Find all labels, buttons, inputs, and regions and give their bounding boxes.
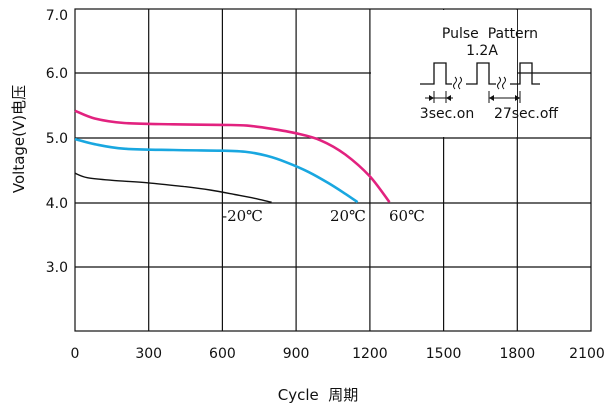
y-tick-label: 4.0 [46, 196, 68, 212]
series-line-0 [74, 172, 272, 203]
pulse-waveform [420, 62, 540, 85]
y-axis-title: Voltage(V)电压 [10, 85, 28, 193]
x-tick-label: 300 [135, 346, 162, 362]
arrowhead-icon [429, 95, 451, 101]
break-mark-icon [453, 76, 462, 90]
y-tick-label: 7.0 [46, 8, 68, 24]
x-tick-label: 2100 [569, 346, 605, 362]
pulse-on-label: 3sec.on [420, 106, 474, 122]
pulse-current: 1.2A [466, 43, 498, 59]
series-line-1 [74, 137, 359, 204]
x-tick-label: 600 [209, 346, 236, 362]
x-tick-label: 0 [71, 346, 80, 362]
plot-border [74, 8, 592, 332]
y-tick-labels: 3.0 4.0 5.0 6.0 7.0 [46, 8, 68, 276]
x-tick-label: 1500 [426, 346, 462, 362]
pulse-pattern-inset: Pulse Pattern 1.2A 3sec.on 27sec.off [420, 26, 559, 122]
series-label-minus20: -20℃ [222, 207, 263, 225]
break-mark-icon [497, 76, 506, 90]
x-axis-title: Cycle 周期 [278, 386, 359, 404]
pulse-off-label: 27sec.off [494, 106, 558, 122]
pulse-title: Pulse Pattern [442, 26, 538, 42]
x-tick-label: 1800 [499, 346, 535, 362]
y-tick-label: 6.0 [46, 66, 68, 82]
x-tick-label: 1200 [352, 346, 388, 362]
x-tick-labels: 0 300 600 900 1200 1500 1800 2100 [71, 346, 605, 362]
series-label-20: 20℃ [330, 207, 366, 225]
y-tick-label: 5.0 [46, 131, 68, 147]
y-tick-label: 3.0 [46, 260, 68, 276]
series-line-2 [74, 109, 391, 203]
x-tick-label: 900 [283, 346, 310, 362]
inset-panel [371, 10, 517, 137]
series-label-60: 60℃ [389, 207, 425, 225]
series-layer [74, 109, 391, 204]
